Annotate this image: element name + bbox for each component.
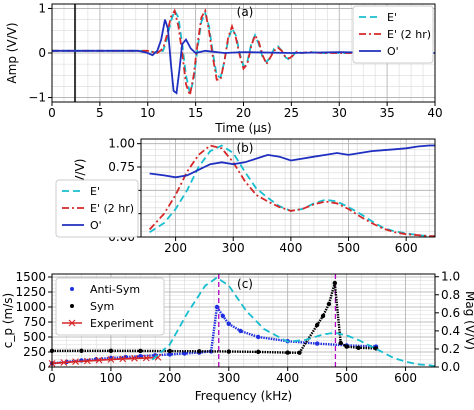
x-tick-label: 500 (335, 371, 358, 385)
legend-label: E' (387, 11, 397, 24)
x-tick-label: 0 (48, 371, 56, 385)
x-tick-label: 300 (222, 241, 245, 255)
y2-tick-label: 0.0 (441, 360, 460, 374)
x-tick-label: 10 (140, 106, 155, 120)
y-tick-label: 0.75 (108, 160, 135, 174)
x-tick-label: 100 (99, 371, 122, 385)
legend-box (55, 277, 165, 336)
x-tick-label: 30 (332, 106, 347, 120)
legend-label: Sym (90, 300, 114, 313)
panel-a: 0 5 10 15 20 25 30 35 40−101 (a) Time (μs) Amp (… (5, 1, 443, 135)
series-line (51, 356, 159, 365)
legend-label: O' (90, 219, 102, 232)
x-tick-label: 35 (379, 106, 394, 120)
panel-c-ylabel: c_p (m/s) (1, 293, 15, 348)
panel-c-xlabel: Frequency (kHz) (195, 389, 292, 403)
panel-a-legend: E' E' (2 hr) O' (352, 5, 434, 64)
y-tick-label: 500 (23, 330, 46, 344)
y-tick-label: 0 (38, 46, 46, 60)
panel-c-label: (c) (237, 277, 253, 291)
experiment-marker (107, 356, 115, 363)
x-tick-label: 40 (427, 106, 442, 120)
legend-label: E' (90, 185, 100, 198)
dispersion-curve (52, 282, 377, 354)
y-tick-label: 750 (23, 315, 46, 329)
x-tick-label: 600 (394, 371, 417, 385)
panel-a-ylabel: Amp (V/V) (5, 22, 19, 83)
legend-label: E' (2 hr) (387, 28, 431, 41)
y-tick-label: 1.00 (108, 137, 135, 151)
x-tick-label: 5 (96, 106, 104, 120)
y-tick-label: 0 (38, 360, 46, 374)
panel-a-xlabel: Time (μs) (214, 121, 271, 135)
x-tick-label: 15 (188, 106, 203, 120)
x-tick-label: 400 (276, 371, 299, 385)
series-line (52, 19, 435, 95)
panel-a-lines (52, 4, 435, 102)
experiment-marker (60, 359, 68, 366)
panel-c-frame (51, 273, 436, 368)
y-tick-label: 1000 (15, 300, 46, 314)
x-tick-label: 300 (217, 371, 240, 385)
y-tick-label: 1250 (15, 285, 46, 299)
legend-marker (70, 304, 74, 308)
experiment-marker (131, 354, 138, 362)
panel-c: 0 100 200 300 400 500 600025050075010001250150… (1, 270, 474, 403)
y-tick-label: 1500 (15, 270, 46, 284)
x-tick-label: 25 (284, 106, 299, 120)
experiment-marker (83, 357, 91, 365)
x-tick-label: 600 (395, 241, 418, 255)
legend-box (55, 179, 139, 238)
panel-c-ticks: 0 100 200 300 400 500 600025050075010001250150… (15, 270, 460, 385)
y-tick-label: 250 (23, 345, 46, 359)
y2-tick-label: 0.4 (441, 324, 460, 338)
panel-b-lines (148, 144, 435, 237)
series-line (148, 144, 435, 237)
x-tick-label: 0 (48, 106, 56, 120)
experiment-marker (95, 356, 103, 364)
legend-box (352, 5, 434, 64)
x-tick-label: 200 (164, 241, 187, 255)
panel-b-label: (b) (237, 141, 254, 155)
panel-b-grid (140, 139, 435, 238)
panel-a-label: (a) (237, 5, 254, 19)
panel-b-frame (140, 138, 436, 238)
series-line (149, 144, 435, 179)
series-line (149, 144, 435, 237)
y-tick-label: 1 (38, 1, 46, 15)
experiment-marker (72, 358, 79, 365)
experiment-marker (119, 355, 127, 363)
series-line (52, 8, 435, 94)
experiment-marker (142, 354, 150, 362)
series-line (52, 8, 435, 99)
panel-a-ticks: 0 5 10 15 20 25 30 35 40−101 (28, 1, 442, 120)
y2-tick-label: 0.6 (441, 306, 460, 320)
legend-label: O' (387, 45, 399, 58)
legend-label: Anti-Sym (90, 283, 140, 296)
y2-tick-label: 0.2 (441, 342, 460, 356)
y2-tick-label: 1.0 (441, 270, 460, 284)
panel-c-legend: Anti-Sym Sym Experiment (55, 277, 165, 336)
legend-label: E' (2 hr) (90, 202, 134, 215)
panel-c-ylabel-right: Mag (V/V) (463, 291, 474, 350)
x-tick-label: 400 (279, 241, 302, 255)
x-tick-label: 500 (337, 241, 360, 255)
legend-marker (70, 287, 74, 291)
legend-label: Experiment (90, 317, 154, 330)
legend-marker (68, 319, 76, 327)
panel-b-legend: E' E' (2 hr) O' (55, 179, 139, 238)
series-line (151, 276, 436, 367)
x-tick-label: 200 (158, 371, 181, 385)
x-tick-label: 20 (236, 106, 251, 120)
panel-c-marks (48, 274, 436, 367)
y-tick-label: −1 (28, 91, 46, 105)
y2-tick-label: 0.8 (441, 288, 460, 302)
